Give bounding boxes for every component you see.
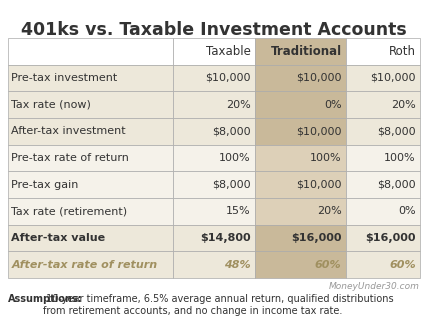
Bar [8,118,173,145]
Bar [8,251,173,278]
Text: 15%: 15% [226,206,251,216]
Text: $8,000: $8,000 [377,126,416,136]
Text: 20%: 20% [317,206,342,216]
Bar [173,118,255,145]
Text: $10,000: $10,000 [370,73,416,83]
Bar [255,198,346,225]
Text: Pre-tax gain: Pre-tax gain [12,180,79,190]
Text: 401ks vs. Taxable Investment Accounts: 401ks vs. Taxable Investment Accounts [21,21,407,39]
Bar [173,251,255,278]
Bar [255,145,346,171]
Text: $8,000: $8,000 [212,180,251,190]
Bar [8,38,173,65]
Bar [8,65,173,91]
Bar [346,198,420,225]
Bar [346,118,420,145]
Text: After-tax investment: After-tax investment [12,126,126,136]
Text: 60%: 60% [315,260,342,270]
Text: Roth: Roth [389,45,416,58]
Bar [8,145,173,171]
Text: 100%: 100% [310,153,342,163]
Text: Pre-tax rate of return: Pre-tax rate of return [12,153,129,163]
Bar [255,118,346,145]
Bar [255,38,346,65]
Bar [173,198,255,225]
Text: Pre-tax investment: Pre-tax investment [12,73,118,83]
Bar [346,225,420,251]
Bar [173,38,255,65]
Text: Assumptions:: Assumptions: [8,294,83,304]
Bar [173,65,255,91]
Text: $10,000: $10,000 [296,126,342,136]
Text: $8,000: $8,000 [377,180,416,190]
Text: Taxable: Taxable [206,45,251,58]
Bar [346,91,420,118]
Bar [8,225,173,251]
Bar [255,65,346,91]
Text: $8,000: $8,000 [212,126,251,136]
Bar [255,171,346,198]
Bar [346,145,420,171]
Bar [255,91,346,118]
Text: 20%: 20% [226,100,251,110]
Text: 48%: 48% [224,260,251,270]
Text: Traditional: Traditional [270,45,342,58]
Text: 100%: 100% [384,153,416,163]
Text: 0%: 0% [324,100,342,110]
Bar [8,198,173,225]
Bar [173,225,255,251]
Text: $16,000: $16,000 [291,233,342,243]
Bar [173,91,255,118]
Bar [8,91,173,118]
Text: 10-year timeframe, 6.5% average annual return, qualified distributions
from reti: 10-year timeframe, 6.5% average annual r… [43,294,394,316]
Text: After-tax rate of return: After-tax rate of return [12,260,158,270]
Text: 20%: 20% [391,100,416,110]
Bar [346,38,420,65]
Bar [346,65,420,91]
Text: $10,000: $10,000 [296,73,342,83]
Text: MoneyUnder30.com: MoneyUnder30.com [329,282,420,291]
Text: $14,800: $14,800 [200,233,251,243]
Text: $10,000: $10,000 [205,73,251,83]
Bar [173,171,255,198]
Text: Tax rate (now): Tax rate (now) [12,100,91,110]
Text: $10,000: $10,000 [296,180,342,190]
Text: $16,000: $16,000 [365,233,416,243]
Text: 0%: 0% [398,206,416,216]
Text: After-tax value: After-tax value [12,233,106,243]
Bar [173,145,255,171]
Bar [346,251,420,278]
Bar [255,225,346,251]
Text: 100%: 100% [219,153,251,163]
Text: Tax rate (retirement): Tax rate (retirement) [12,206,128,216]
Bar [346,171,420,198]
Text: 60%: 60% [389,260,416,270]
Bar [8,171,173,198]
Bar [255,251,346,278]
